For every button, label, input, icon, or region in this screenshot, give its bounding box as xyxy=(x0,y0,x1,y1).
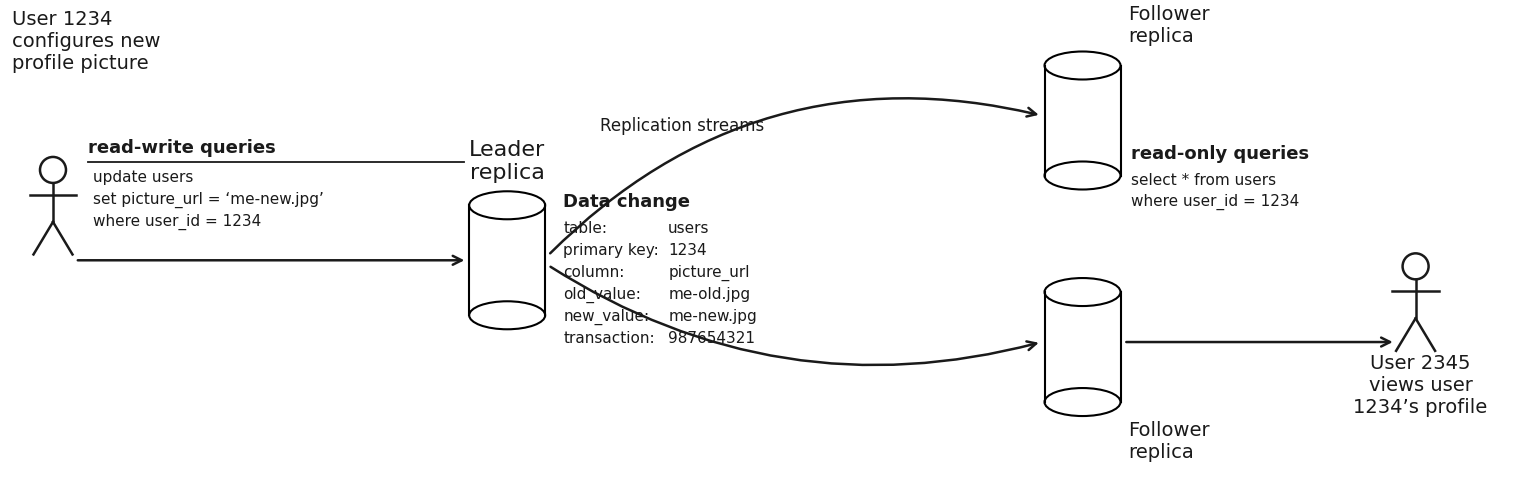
Circle shape xyxy=(39,157,67,183)
Text: 987654321: 987654321 xyxy=(668,331,755,346)
Text: User 2345
views user
1234’s profile: User 2345 views user 1234’s profile xyxy=(1354,354,1488,417)
Text: me-new.jpg: me-new.jpg xyxy=(668,309,757,324)
Ellipse shape xyxy=(1045,161,1120,189)
Ellipse shape xyxy=(1045,388,1120,416)
Text: me-old.jpg: me-old.jpg xyxy=(668,287,751,302)
Text: Leader
replica: Leader replica xyxy=(469,140,545,183)
Text: primary key:: primary key: xyxy=(563,243,659,258)
Text: transaction:: transaction: xyxy=(563,331,656,346)
Text: read-write queries: read-write queries xyxy=(88,139,276,158)
Text: Follower
replica: Follower replica xyxy=(1128,5,1210,46)
Ellipse shape xyxy=(469,301,545,329)
Text: table:: table: xyxy=(563,221,607,236)
Text: users: users xyxy=(668,221,710,236)
Text: update users
set picture_url = ‘me-new.jpg’
where user_id = 1234: update users set picture_url = ‘me-new.j… xyxy=(92,171,324,230)
Polygon shape xyxy=(469,205,545,315)
Ellipse shape xyxy=(469,191,545,219)
Text: User 1234
configures new
profile picture: User 1234 configures new profile picture xyxy=(12,10,160,73)
Circle shape xyxy=(1402,254,1429,280)
Polygon shape xyxy=(1045,292,1120,402)
Ellipse shape xyxy=(1045,52,1120,80)
Text: select * from users
where user_id = 1234: select * from users where user_id = 1234 xyxy=(1131,173,1299,210)
Text: read-only queries: read-only queries xyxy=(1131,145,1308,162)
Text: 1234: 1234 xyxy=(668,243,707,258)
Text: picture_url: picture_url xyxy=(668,265,749,281)
Polygon shape xyxy=(1045,66,1120,175)
Text: old_value:: old_value: xyxy=(563,287,640,303)
Ellipse shape xyxy=(1045,278,1120,306)
Text: Replication streams: Replication streams xyxy=(600,117,765,135)
Text: column:: column: xyxy=(563,265,625,280)
Text: Data change: Data change xyxy=(563,193,690,211)
Text: Follower
replica: Follower replica xyxy=(1128,421,1210,462)
Text: new_value:: new_value: xyxy=(563,309,650,325)
